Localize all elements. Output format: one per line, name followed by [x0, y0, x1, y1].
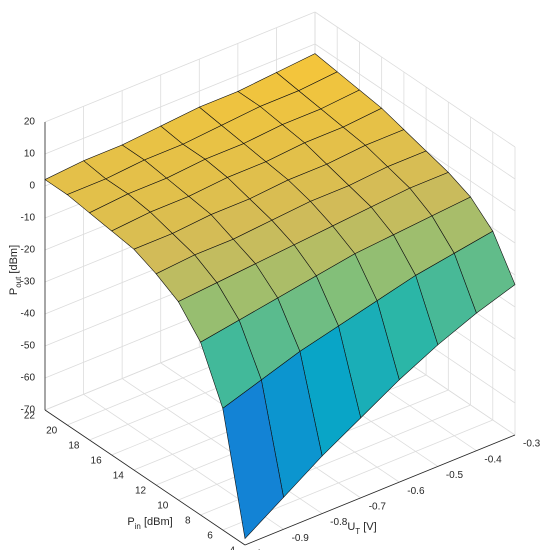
y-label-main: P — [127, 516, 134, 528]
y-label-sub: in — [135, 522, 141, 531]
x-axis-label: UT [V] — [347, 521, 376, 536]
z-tick-label: 0 — [29, 181, 35, 192]
z-label-main: P — [8, 288, 20, 295]
grid-line — [44, 11, 316, 123]
y-tick-label: 8 — [185, 516, 191, 527]
x-tick-label: -0.7 — [369, 501, 387, 512]
z-label-rest: [dBm] — [8, 245, 20, 277]
x-label-rest: [V] — [360, 521, 377, 533]
y-tick-label: 6 — [207, 531, 213, 542]
z-tick-label: -40 — [21, 309, 36, 320]
surface-patch — [222, 379, 284, 540]
y-tick-label: 16 — [91, 456, 103, 467]
z-label-sub: out — [14, 276, 23, 288]
x-tick-label: -0.5 — [446, 470, 464, 481]
y-axis-label: Pin [dBm] — [127, 516, 172, 531]
y-tick-label: 4 — [229, 546, 235, 550]
x-label-sub: T — [355, 527, 360, 536]
axis-line — [44, 409, 246, 546]
z-tick-label: -20 — [21, 245, 36, 256]
y-tick-label: 22 — [24, 411, 36, 422]
z-tick-label: -30 — [21, 277, 36, 288]
x-label-main: U — [347, 521, 355, 533]
y-tick-label: 10 — [157, 501, 169, 512]
grid-line — [44, 43, 316, 155]
z-tick-label: -10 — [21, 213, 36, 224]
x-tick-label: -0.9 — [292, 533, 310, 544]
z-tick-label: 10 — [24, 149, 36, 160]
y-tick-label: 20 — [46, 426, 58, 437]
x-tick-label: -0.3 — [523, 439, 541, 450]
x-tick-label: -0.4 — [484, 454, 502, 465]
x-tick-label: -0.8 — [330, 517, 348, 528]
grid-line — [314, 11, 516, 148]
axis-line — [244, 434, 516, 546]
z-tick-label: -70 — [21, 405, 36, 416]
z-tick-label: -50 — [21, 341, 36, 352]
z-tick-label: -60 — [21, 373, 36, 384]
y-label-rest: [dBm] — [141, 516, 173, 528]
y-tick-label: 14 — [113, 471, 125, 482]
y-tick-label: 12 — [135, 486, 147, 497]
x-tick-label: -0.6 — [407, 486, 425, 497]
grid-line — [314, 43, 516, 180]
z-tick-label: 20 — [24, 117, 36, 128]
y-tick-label: 18 — [68, 441, 80, 452]
z-axis-label: Pout [dBm] — [8, 245, 23, 295]
